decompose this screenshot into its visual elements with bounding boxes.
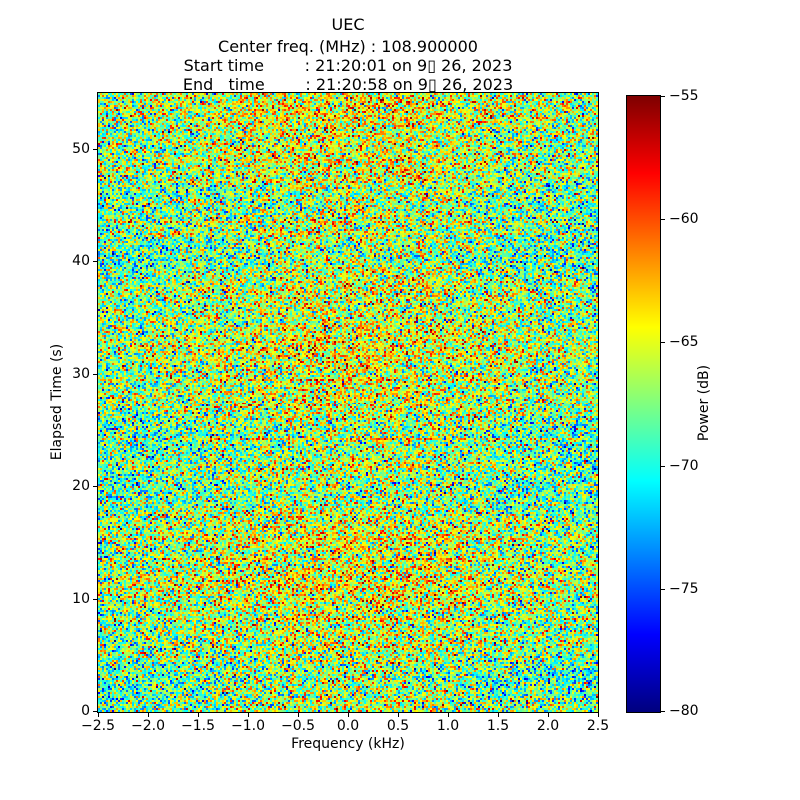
tick-mark (661, 589, 665, 590)
tick-mark (548, 713, 549, 717)
title-info-block: Center freq. (MHz) : 108.900000 Start ti… (98, 37, 598, 94)
colorbar-frame (626, 95, 661, 713)
tick-mark (498, 713, 499, 717)
colorbar-tick-label: −70 (669, 458, 699, 474)
tick-mark (661, 711, 665, 712)
tick-mark (661, 219, 665, 220)
x-tick-label: −2.5 (81, 718, 115, 734)
tick-mark (348, 713, 349, 717)
x-tick-label: 2.5 (586, 718, 610, 734)
colorbar-label: Power (dB) (696, 364, 712, 442)
x-tick-label: −2.0 (131, 718, 165, 734)
y-tick-label: 50 (72, 141, 90, 157)
x-tick-label: 2.0 (536, 718, 560, 734)
y-axis-label: Elapsed Time (s) (49, 343, 65, 461)
tick-mark (198, 713, 199, 717)
x-tick-label: 1.0 (436, 718, 460, 734)
colorbar (627, 96, 660, 712)
chart-title: UEC (331, 15, 365, 34)
tick-mark (661, 96, 665, 97)
colorbar-tick-label: −80 (669, 703, 699, 719)
x-tick-label: 0.5 (386, 718, 410, 734)
tick-mark (93, 261, 97, 262)
colorbar-tick-label: −75 (669, 581, 699, 597)
y-tick-label: 10 (72, 591, 90, 607)
x-tick-label: 1.5 (486, 718, 510, 734)
tick-mark (448, 713, 449, 717)
x-axis-label: Frequency (kHz) (291, 736, 405, 752)
tick-mark (148, 713, 149, 717)
tick-mark (248, 713, 249, 717)
tick-mark (93, 711, 97, 712)
tick-mark (93, 374, 97, 375)
plot-area-frame (97, 92, 599, 713)
tick-mark (93, 599, 97, 600)
x-tick-label: −1.5 (181, 718, 215, 734)
tick-mark (93, 149, 97, 150)
x-tick-label: −0.5 (281, 718, 315, 734)
tick-mark (298, 713, 299, 717)
tick-mark (93, 486, 97, 487)
y-tick-label: 0 (81, 703, 90, 719)
tick-mark (398, 713, 399, 717)
colorbar-tick-label: −55 (669, 88, 699, 104)
tick-mark (661, 466, 665, 467)
y-tick-label: 30 (72, 366, 90, 382)
y-tick-label: 20 (72, 478, 90, 494)
tick-mark (661, 342, 665, 343)
center-freq-line: Center freq. (MHz) : 108.900000 (218, 37, 478, 56)
colorbar-tick-label: −65 (669, 334, 699, 350)
end-time-line: End time : 21:20:58 on 9▯ 26, 2023 (182, 75, 514, 94)
start-time-line: Start time : 21:20:01 on 9▯ 26, 2023 (183, 56, 513, 75)
x-tick-label: 0.0 (336, 718, 360, 734)
y-tick-label: 40 (72, 253, 90, 269)
spectrogram-heatmap (98, 93, 598, 712)
colorbar-tick-label: −60 (669, 211, 699, 227)
x-tick-label: −1.0 (231, 718, 265, 734)
tick-mark (98, 713, 99, 717)
tick-mark (598, 713, 599, 717)
